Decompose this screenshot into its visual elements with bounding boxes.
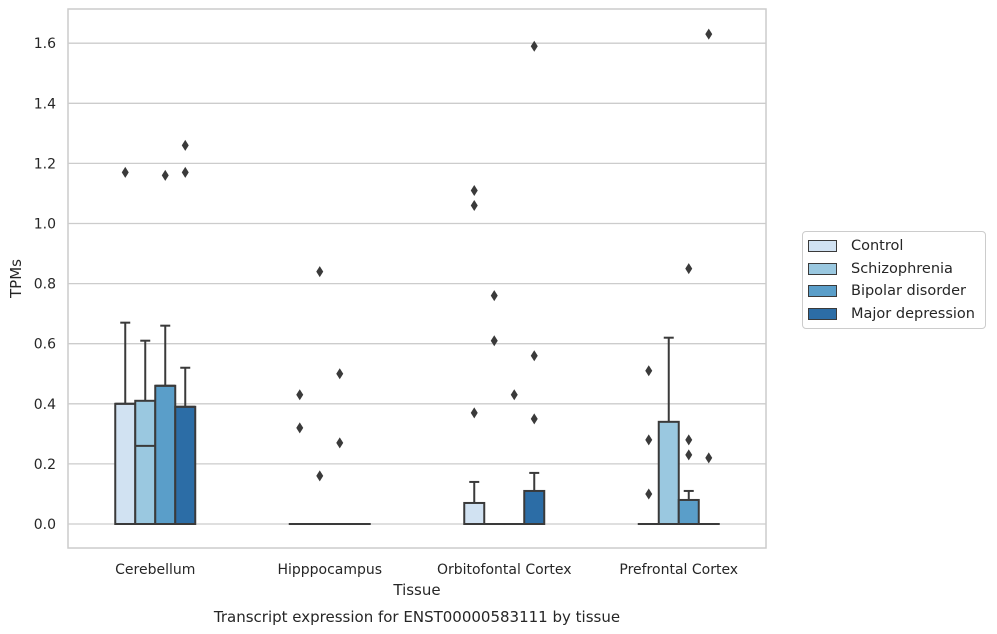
box-group (637, 28, 720, 526)
outlier-point (316, 470, 324, 482)
box (463, 501, 486, 525)
y-tick-label: 1.4 (34, 96, 56, 112)
box (523, 489, 546, 526)
box-groups (114, 28, 720, 526)
box (134, 399, 157, 526)
outlier-point (685, 263, 693, 275)
box-group (463, 40, 546, 526)
outlier-point (530, 413, 538, 425)
outlier-point (645, 488, 653, 500)
plot-frame (67, 8, 767, 549)
outlier-point (296, 422, 304, 434)
legend-label: Control (851, 238, 904, 255)
legend-label: Bipolar disorder (851, 283, 966, 300)
outlier-point (336, 437, 344, 449)
outlier-point (530, 350, 538, 362)
outlier-point (181, 139, 189, 151)
outlier-point (490, 335, 498, 347)
box (174, 405, 197, 525)
legend-swatch (808, 240, 837, 253)
outlier-point (645, 365, 653, 377)
outlier-point (336, 368, 344, 380)
outlier-point (316, 266, 324, 278)
outlier-point (530, 40, 538, 52)
chart-title: Transcript expression for ENST0000058311… (213, 608, 620, 626)
y-tick-labels: 0.0 0.2 0.4 0.6 0.8 1.0 1.2 1.4 1.6 (34, 36, 56, 533)
x-tick-label: Orbitofontal Cortex (437, 562, 572, 578)
box-group (114, 139, 197, 526)
legend: Control Schizophrenia Bipolar disorder Majo… (802, 231, 986, 329)
box-group (288, 266, 371, 526)
outlier-point (470, 184, 478, 196)
legend-item: Major depression (803, 303, 985, 326)
outlier-point (685, 434, 693, 446)
legend-swatch (808, 285, 837, 298)
x-axis-label: Tissue (392, 581, 440, 599)
legend-item: Bipolar disorder (803, 280, 985, 303)
outlier-point (510, 389, 518, 401)
y-axis-label: TPMs (7, 259, 25, 299)
legend-swatch (808, 262, 837, 275)
y-tick-label: 1.0 (34, 217, 56, 233)
y-tick-label: 1.2 (34, 156, 56, 172)
outlier-point (470, 407, 478, 419)
outlier-point (645, 434, 653, 446)
y-tick-label: 0.8 (34, 277, 56, 293)
legend-item: Control (803, 235, 985, 258)
legend-item: Schizophrenia (803, 258, 985, 281)
x-tick-label: Prefrontal Cortex (619, 562, 738, 578)
legend-label: Major depression (851, 305, 975, 322)
outlier-point (470, 199, 478, 211)
y-tick-label: 0.0 (34, 517, 56, 533)
outlier-point (181, 166, 189, 178)
outlier-point (685, 449, 693, 461)
box (114, 402, 137, 525)
outlier-point (161, 169, 169, 181)
y-tick-label: 0.4 (34, 397, 56, 413)
x-tick-label: Cerebellum (115, 562, 195, 578)
legend-swatch (808, 307, 837, 320)
outlier-point (705, 28, 713, 40)
y-tick-label: 1.6 (34, 36, 56, 52)
box (677, 498, 700, 525)
legend-label: Schizophrenia (851, 260, 953, 277)
box (657, 420, 680, 525)
outlier-point (490, 290, 498, 302)
outlier-point (121, 166, 129, 178)
y-tick-label: 0.6 (34, 337, 56, 353)
box (154, 384, 177, 525)
outlier-point (705, 452, 713, 464)
y-tick-label: 0.2 (34, 457, 56, 473)
x-tick-labels: Cerebellum Hipppocampus Orbitofontal Corte… (115, 562, 738, 578)
x-tick-label: Hipppocampus (277, 562, 382, 578)
outlier-point (296, 389, 304, 401)
